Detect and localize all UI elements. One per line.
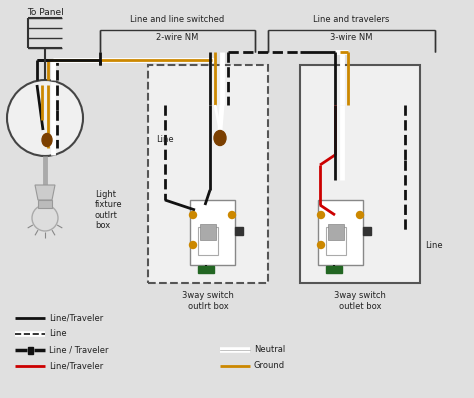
Circle shape (228, 211, 236, 219)
Bar (300, 65, 420, 283)
Circle shape (190, 211, 197, 219)
Text: 3way switch
outlrt box: 3way switch outlrt box (182, 291, 234, 311)
Text: To Panel: To Panel (27, 8, 64, 17)
Bar (318, 200, 363, 265)
Text: Line: Line (49, 330, 67, 339)
Text: 3way switch
outlet box: 3way switch outlet box (334, 291, 386, 311)
Circle shape (32, 205, 58, 231)
Text: Light
fixture
outlrt
box: Light fixture outlrt box (95, 190, 123, 230)
Bar (200, 224, 216, 240)
Bar (28, 347, 33, 353)
Circle shape (318, 242, 325, 248)
Text: Ground: Ground (254, 361, 285, 371)
Text: Line / Traveler: Line / Traveler (49, 345, 109, 355)
Bar (326, 266, 342, 273)
Ellipse shape (42, 133, 52, 146)
Polygon shape (35, 185, 55, 200)
Bar (190, 200, 235, 265)
Text: Neutral: Neutral (254, 345, 285, 355)
Bar (148, 65, 268, 283)
Bar (198, 266, 214, 273)
Text: 3-wire NM: 3-wire NM (330, 33, 373, 43)
Bar (328, 224, 344, 240)
Bar (326, 227, 346, 255)
Circle shape (7, 80, 83, 156)
Circle shape (190, 242, 197, 248)
Circle shape (356, 211, 364, 219)
Text: Line/Traveler: Line/Traveler (49, 314, 103, 322)
Circle shape (318, 211, 325, 219)
Text: Line and line switched: Line and line switched (130, 16, 225, 25)
Ellipse shape (214, 131, 226, 146)
Bar (198, 227, 218, 255)
Text: Line: Line (425, 240, 443, 250)
Bar (235, 227, 243, 235)
Text: Line/Traveler: Line/Traveler (49, 361, 103, 371)
Bar (38, 200, 52, 208)
Text: 2-wire NM: 2-wire NM (156, 33, 199, 43)
Text: Line and travelers: Line and travelers (313, 16, 390, 25)
Text: Line: Line (156, 135, 173, 144)
Bar (363, 227, 371, 235)
